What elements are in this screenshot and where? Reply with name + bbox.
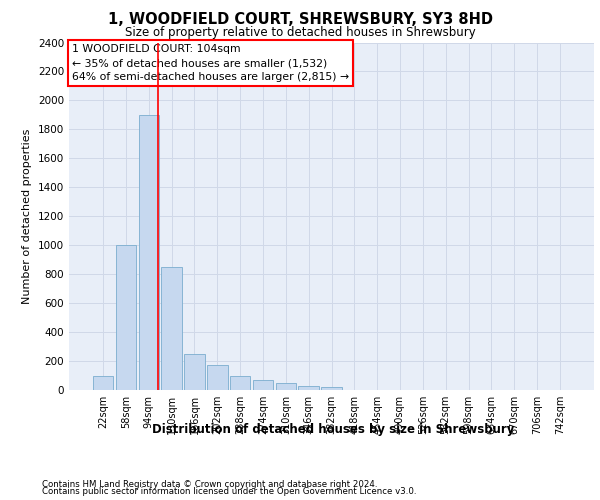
Bar <box>93 376 113 390</box>
Bar <box>116 245 136 390</box>
Bar <box>139 115 159 390</box>
Text: Size of property relative to detached houses in Shrewsbury: Size of property relative to detached ho… <box>125 26 475 39</box>
Text: 1 WOODFIELD COURT: 104sqm
← 35% of detached houses are smaller (1,532)
64% of se: 1 WOODFIELD COURT: 104sqm ← 35% of detac… <box>71 44 349 82</box>
Text: Distribution of detached houses by size in Shrewsbury: Distribution of detached houses by size … <box>152 422 514 436</box>
Bar <box>253 380 273 390</box>
Text: 1, WOODFIELD COURT, SHREWSBURY, SY3 8HD: 1, WOODFIELD COURT, SHREWSBURY, SY3 8HD <box>107 12 493 28</box>
Text: Contains HM Land Registry data © Crown copyright and database right 2024.: Contains HM Land Registry data © Crown c… <box>42 480 377 489</box>
Bar <box>230 376 250 390</box>
Y-axis label: Number of detached properties: Number of detached properties <box>22 128 32 304</box>
Text: Contains public sector information licensed under the Open Government Licence v3: Contains public sector information licen… <box>42 488 416 496</box>
Bar <box>275 383 296 390</box>
Bar <box>207 364 227 390</box>
Bar <box>161 267 182 390</box>
Bar <box>321 387 342 390</box>
Bar <box>184 354 205 390</box>
Bar <box>298 386 319 390</box>
